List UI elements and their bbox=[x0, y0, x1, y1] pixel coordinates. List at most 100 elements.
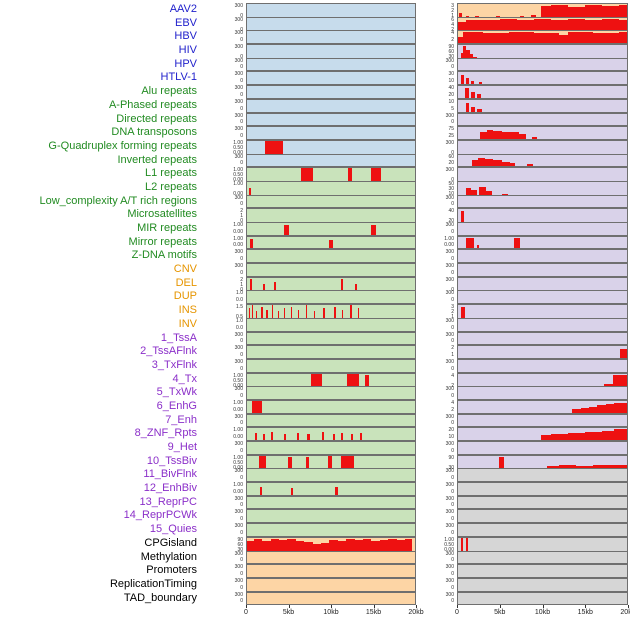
column-gap bbox=[416, 441, 432, 455]
data-bar bbox=[466, 19, 484, 33]
data-bar bbox=[476, 244, 480, 249]
y-tick-label: 300 bbox=[234, 345, 243, 352]
y-axis-ticks-left: 300 0 bbox=[204, 468, 246, 482]
data-bar bbox=[266, 309, 268, 321]
y-tick-label: 0 bbox=[240, 218, 243, 225]
y-tick-label: 1.00 bbox=[233, 427, 243, 434]
track-plot-3-txflnk-left bbox=[246, 358, 416, 373]
y-axis-ticks-left: 1.00 0.50 0.00 bbox=[204, 373, 246, 390]
y-tick-label: 10 bbox=[448, 434, 454, 440]
y-axis-ticks-left: 300 0 bbox=[204, 523, 246, 537]
data-bar bbox=[518, 133, 527, 139]
track-row-8-znf-rpts: 8_ZNF_Rpts 1.00 0.00 20 10 bbox=[0, 427, 630, 441]
data-bar bbox=[371, 168, 381, 184]
track-row-l1-repeats: L1 repeats 1.00 0.50 0.00 300 0 bbox=[0, 167, 630, 185]
x-axis-left: 0 5kb 10kb 15kb 20kb bbox=[244, 605, 424, 625]
track-label-12-enhbiv: 12_EnhBiv bbox=[143, 482, 197, 495]
data-bar bbox=[256, 311, 258, 321]
y-tick-label: 0 bbox=[240, 119, 243, 126]
y-tick-label: 0 bbox=[240, 13, 243, 19]
data-bar bbox=[335, 486, 338, 495]
x-tick-mark bbox=[585, 605, 587, 609]
y-tick-label: 1.00 bbox=[233, 139, 243, 146]
data-bar bbox=[465, 237, 475, 249]
data-bar bbox=[601, 5, 619, 19]
data-bar bbox=[290, 306, 292, 321]
data-bar bbox=[334, 306, 336, 321]
data-bar bbox=[466, 49, 470, 61]
data-bar bbox=[540, 434, 551, 440]
y-tick-label: 10 bbox=[448, 190, 454, 197]
y-axis-ticks-left: 300 0 bbox=[204, 414, 246, 428]
y-axis-ticks-left: 300 0 bbox=[204, 345, 246, 359]
track-plot-alu-repeats-right bbox=[457, 85, 628, 99]
data-bar bbox=[314, 311, 316, 321]
y-axis-ticks-right: 300 0 bbox=[432, 468, 457, 482]
y-tick-label: 0 bbox=[451, 119, 454, 126]
y-axis-ticks-right: 300 0 bbox=[432, 523, 457, 537]
y-tick-label: 300 bbox=[445, 167, 454, 174]
y-tick-label: 0.00 bbox=[233, 190, 243, 197]
track-label-ebv: EBV bbox=[174, 16, 197, 29]
track-plot-5-txwk-right bbox=[457, 386, 628, 400]
data-bar bbox=[458, 22, 467, 33]
track-plot-9-het-left bbox=[246, 441, 416, 455]
x-tick-label: 20kb bbox=[620, 609, 630, 617]
y-tick-label: 1.00 bbox=[233, 399, 243, 406]
track-label-replicationtiming: ReplicationTiming bbox=[109, 577, 197, 590]
track-label-aav2: AAV2 bbox=[169, 3, 197, 15]
y-tick-label: 0 bbox=[451, 488, 454, 495]
y-tick-label: 1.00 bbox=[233, 222, 243, 228]
y-tick-label: 1.5 bbox=[236, 304, 243, 311]
data-bar bbox=[346, 538, 355, 553]
y-tick-label: 1 bbox=[451, 351, 454, 358]
y-axis-ticks-right: 20 10 bbox=[432, 427, 457, 441]
data-bar bbox=[584, 19, 602, 33]
data-bar bbox=[283, 308, 286, 321]
track-plot-2-tssaflnk-right bbox=[457, 345, 628, 359]
y-tick-label: 0 bbox=[451, 392, 454, 399]
track-row-inv: INV 1.0 0.0 300 0 bbox=[0, 317, 630, 332]
data-bar bbox=[465, 78, 469, 85]
y-tick-label: 0 bbox=[240, 132, 243, 139]
y-tick-label: 2 bbox=[451, 8, 454, 14]
track-row-3-txflnk: 3_TxFlnk 300 0 300 0 bbox=[0, 358, 630, 373]
y-tick-label: 0.50 bbox=[233, 144, 243, 151]
data-bar bbox=[359, 433, 362, 440]
track-label-tad-boundary: TAD_boundary bbox=[123, 591, 197, 604]
track-plot-14-reprpcwk-left bbox=[246, 509, 416, 524]
data-bar bbox=[534, 32, 560, 44]
data-bar bbox=[477, 109, 482, 112]
track-row-5-txwk: 5_TxWk 300 0 300 0 bbox=[0, 386, 630, 400]
track-plot-inv-right bbox=[457, 317, 628, 332]
y-tick-label: 300 bbox=[234, 495, 243, 502]
track-row-ebv: EBV 300 0 6 4 2 bbox=[0, 16, 630, 34]
y-tick-label: 0.00 bbox=[233, 464, 243, 471]
track-label-14-reprpcwk: 14_ReprPCWk bbox=[123, 509, 197, 522]
y-tick-label: 75 bbox=[448, 126, 454, 133]
y-tick-label: 30 bbox=[448, 71, 454, 78]
y-tick-label: 0 bbox=[451, 338, 454, 345]
y-tick-label: 40 bbox=[448, 85, 454, 92]
column-gap bbox=[416, 496, 432, 510]
y-tick-label: 0.00 bbox=[233, 488, 243, 495]
y-tick-label: 90 bbox=[448, 44, 454, 51]
track-row-cnv: CNV 300 0 300 0 bbox=[0, 263, 630, 277]
data-bar bbox=[321, 431, 324, 440]
track-plot-15-quies-right bbox=[457, 523, 628, 537]
y-tick-label: 300 bbox=[234, 71, 243, 78]
data-bar bbox=[310, 373, 322, 389]
data-bar bbox=[458, 13, 463, 19]
data-bar bbox=[305, 305, 308, 321]
y-tick-label: 300 bbox=[234, 126, 243, 133]
track-plot-7-enh-right bbox=[457, 413, 628, 428]
track-row-hbv: HBV 300 0 4 2 bbox=[0, 30, 630, 45]
y-axis-ticks-right: 300 0 bbox=[432, 167, 457, 184]
track-label-hiv: HIV bbox=[178, 44, 197, 57]
track-label-l2-repeats: L2 repeats bbox=[145, 180, 197, 193]
y-axis-ticks-right: 60 20 bbox=[432, 154, 457, 168]
y-tick-label: 300 bbox=[234, 112, 243, 119]
x-axis-right: 0 5kb 10kb 15kb 20kb bbox=[455, 605, 630, 625]
y-tick-label: 30 bbox=[448, 464, 454, 471]
y-axis-ticks-left: 300 0 bbox=[204, 249, 246, 263]
